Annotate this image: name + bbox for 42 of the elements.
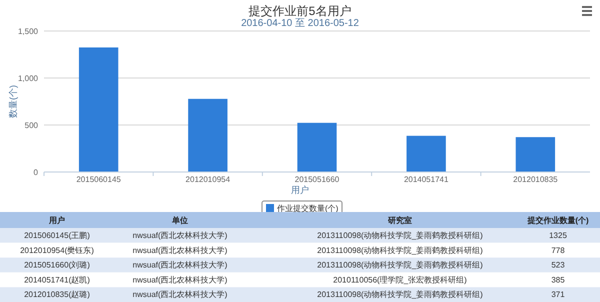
x-tick-label: 2014051741 <box>404 175 449 184</box>
text: 385 <box>551 275 566 284</box>
text: 2015060145(王鹏) <box>24 231 90 240</box>
text: 研究室 <box>387 215 412 225</box>
text: 778 <box>551 246 566 255</box>
text: 1325 <box>549 231 568 240</box>
y-tick-label: 500 <box>24 121 39 130</box>
text: 2013110098(动物科技学院_姜雨鹤教授科研组) <box>317 246 484 255</box>
x-axis-title: 用户 <box>291 185 309 195</box>
text: 371 <box>551 290 566 300</box>
bar <box>406 136 446 172</box>
text: 提交作业数量(个) <box>526 215 589 225</box>
text: 2010110056(理学院_张宏教授科研组) <box>333 275 468 284</box>
y-tick-label: 1,500 <box>18 27 39 36</box>
text: 用户 <box>48 216 65 225</box>
text: nwsuaf(西北农林科技大学) <box>132 246 228 255</box>
x-tick-label: 2015060145 <box>76 175 122 184</box>
x-tick-label: 2012010954 <box>186 175 231 184</box>
x-tick-label: 2015051660 <box>294 175 340 184</box>
text: nwsuaf(西北农林科技大学) <box>132 260 228 270</box>
text: 2015051660(刘璐) <box>24 260 90 270</box>
text: 2013110098(动物科技学院_姜雨鹤教授科研组) <box>317 260 484 270</box>
y-axis-title: 数量(个) <box>8 85 18 118</box>
y-tick-label: 1,000 <box>18 74 39 83</box>
text: 2013110098(动物科技学院_姜雨鹤教授科研组) <box>317 231 484 240</box>
bar <box>78 47 118 172</box>
x-tick-label: 2012010835 <box>513 175 558 184</box>
text: 2012010835(赵璐) <box>24 290 90 300</box>
text: 2012010954(樊钰东) <box>20 246 94 255</box>
text: nwsuaf(西北农林科技大学) <box>132 275 228 284</box>
text: 2013110098(动物科技学院_姜雨鹤教授科研组) <box>317 290 484 300</box>
bar <box>188 98 228 172</box>
bar <box>516 137 556 172</box>
chart-title: 提交作业前5名用户 <box>248 4 352 18</box>
bar <box>297 122 337 172</box>
chart-subtitle: 2016-04-10 至 2016-05-12 <box>241 18 360 29</box>
y-tick-label: 0 <box>34 168 39 177</box>
text: 523 <box>551 260 566 270</box>
text: nwsuaf(西北农林科技大学) <box>132 290 228 300</box>
text: 2014051741(赵凯) <box>24 275 90 284</box>
text: 单位 <box>171 216 188 225</box>
text: nwsuaf(西北农林科技大学) <box>132 231 228 240</box>
